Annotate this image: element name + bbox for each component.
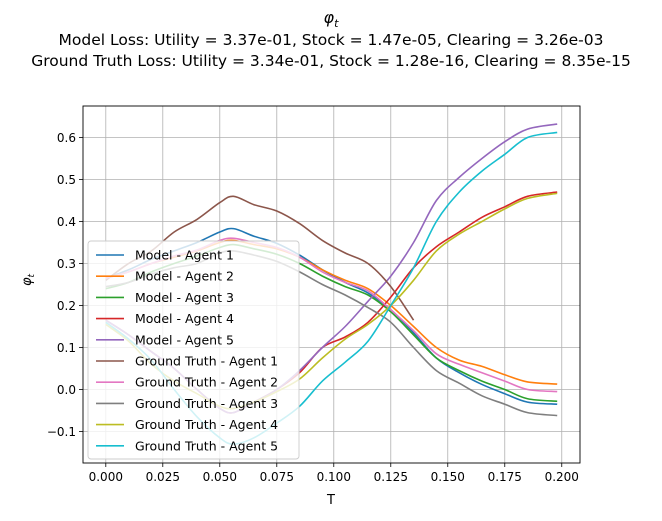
y-tick-label: 0.0 bbox=[57, 383, 76, 397]
x-tick-label: 0.050 bbox=[203, 470, 237, 484]
legend-label: Model - Agent 2 bbox=[135, 269, 234, 284]
chart-subtitle-line-1: Model Loss: Utility = 3.37e-01, Stock = … bbox=[59, 31, 604, 49]
y-tick-label: 0.5 bbox=[57, 173, 76, 187]
y-tick-label: 0.4 bbox=[57, 215, 76, 229]
legend-label: Model - Agent 5 bbox=[135, 332, 234, 347]
x-axis-label: T bbox=[326, 493, 335, 508]
legend-label: Model - Agent 1 bbox=[135, 248, 234, 263]
x-tick-label: 0.075 bbox=[260, 470, 294, 484]
y-axis-ticks: −0.1 0.0 0.1 0.2 0.3 0.4 0.5 0.6 bbox=[47, 131, 83, 439]
legend-label: Ground Truth - Agent 3 bbox=[135, 396, 278, 411]
legend-label: Ground Truth - Agent 4 bbox=[135, 417, 278, 432]
x-axis-ticks: 0.000 0.025 0.050 0.075 0.100 0.125 0.150 0.175… bbox=[89, 463, 579, 484]
y-axis-label-subscript: t bbox=[27, 273, 37, 277]
x-tick-label: 0.025 bbox=[146, 470, 180, 484]
chart-subtitle-line-2: Ground Truth Loss: Utility = 3.34e-01, S… bbox=[31, 52, 631, 70]
plot-frame bbox=[82, 105, 581, 464]
y-tick-label: 0.1 bbox=[57, 341, 76, 355]
y-tick-label: 0.3 bbox=[57, 257, 76, 271]
x-tick-label: 0.200 bbox=[545, 470, 579, 484]
chart-title-group: φt Model Loss: Utility = 3.37e-01, Stock… bbox=[31, 8, 631, 70]
title-subscript: t bbox=[334, 17, 339, 30]
x-tick-label: 0.150 bbox=[431, 470, 465, 484]
x-tick-label: 0.175 bbox=[488, 470, 522, 484]
legend-box bbox=[87, 240, 300, 460]
y-axis-label: φt bbox=[20, 273, 37, 286]
x-tick-label: 0.100 bbox=[317, 470, 351, 484]
legend-label: Ground Truth - Agent 2 bbox=[135, 375, 278, 390]
y-axis-label-symbol: φ bbox=[20, 277, 35, 286]
title-symbol: φ bbox=[324, 8, 335, 27]
y-tick-label: 0.6 bbox=[57, 131, 76, 145]
y-tick-label: 0.2 bbox=[57, 299, 76, 313]
legend: Model - Agent 1 Model - Agent 2 Model - Ag… bbox=[87, 240, 300, 460]
legend-label: Ground Truth - Agent 5 bbox=[135, 438, 278, 453]
chart-title: φt bbox=[324, 8, 340, 30]
legend-label: Model - Agent 4 bbox=[135, 311, 234, 326]
y-tick-label: −0.1 bbox=[47, 425, 76, 439]
legend-label: Model - Agent 3 bbox=[135, 290, 234, 305]
x-tick-label: 0.125 bbox=[374, 470, 408, 484]
x-tick-label: 0.000 bbox=[89, 470, 123, 484]
legend-label: Ground Truth - Agent 1 bbox=[135, 354, 278, 369]
